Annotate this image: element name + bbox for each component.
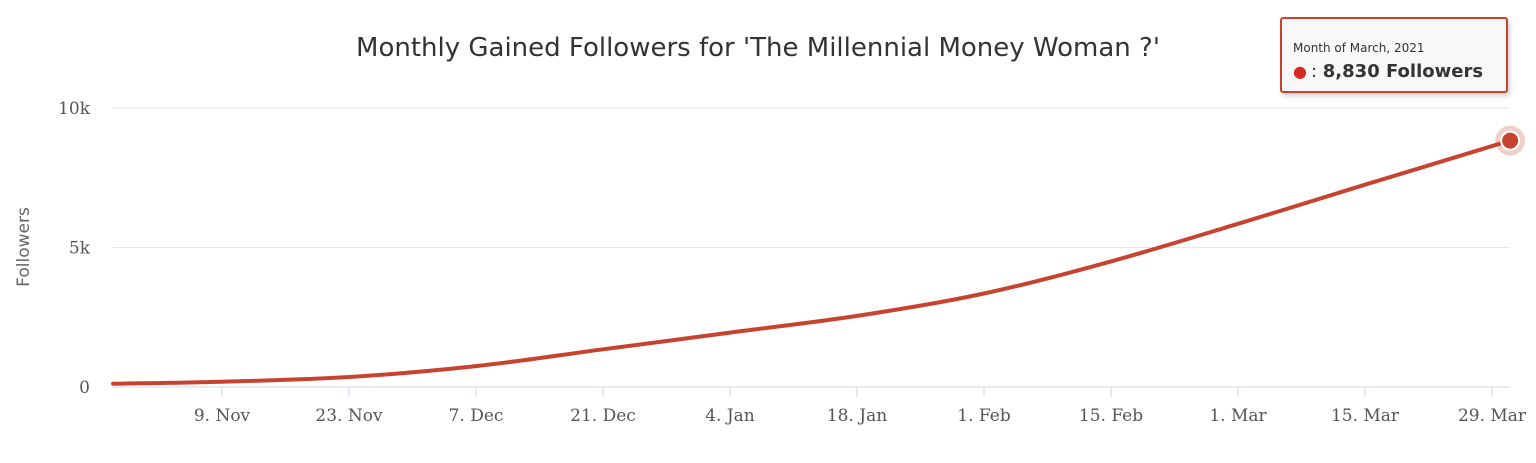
- x-tick-label: 21. Dec: [570, 406, 636, 426]
- tooltip: Month of March, 2021 ●: 8,830 Followers: [1280, 17, 1508, 93]
- x-tick-label: 9. Nov: [194, 406, 251, 426]
- x-tick-label: 15. Mar: [1331, 406, 1400, 426]
- x-tick-label: 18. Jan: [827, 406, 887, 426]
- y-axis-label: Followers: [14, 207, 34, 287]
- x-tick-label: 4. Jan: [705, 406, 755, 426]
- y-tick-label: 5k: [69, 239, 91, 259]
- series-dot-icon: ●: [1293, 62, 1307, 81]
- data-point-highlighted[interactable]: [1500, 130, 1521, 151]
- tooltip-header: Month of March, 2021: [1293, 41, 1425, 55]
- x-tick-label: 15. Feb: [1079, 406, 1143, 426]
- x-tick-label: 1. Mar: [1209, 406, 1267, 426]
- tooltip-row: ●: 8,830 Followers: [1293, 61, 1483, 82]
- x-tick-label: 1. Feb: [957, 406, 1011, 426]
- data-points: [1495, 125, 1526, 156]
- tooltip-value: 8,830 Followers: [1322, 61, 1484, 82]
- x-axis-ticks: 9. Nov 23. Nov 7. Dec 21. Dec 4. Jan 18. Jan 1…: [194, 387, 1527, 426]
- tooltip-separator: :: [1310, 61, 1318, 82]
- series-line-followers[interactable]: [111, 138, 1513, 386]
- grid-lines: [113, 107, 1510, 248]
- x-tick-label: 23. Nov: [315, 406, 383, 426]
- x-tick-label: 7. Dec: [449, 406, 504, 426]
- x-tick-label: 29. Mar: [1458, 406, 1527, 426]
- y-tick-label: 0: [79, 378, 90, 398]
- y-tick-label: 10k: [58, 99, 91, 119]
- y-axis-ticks: 0 5k 10k: [58, 99, 91, 398]
- chart-title: Monthly Gained Followers for 'The Millen…: [356, 33, 1160, 63]
